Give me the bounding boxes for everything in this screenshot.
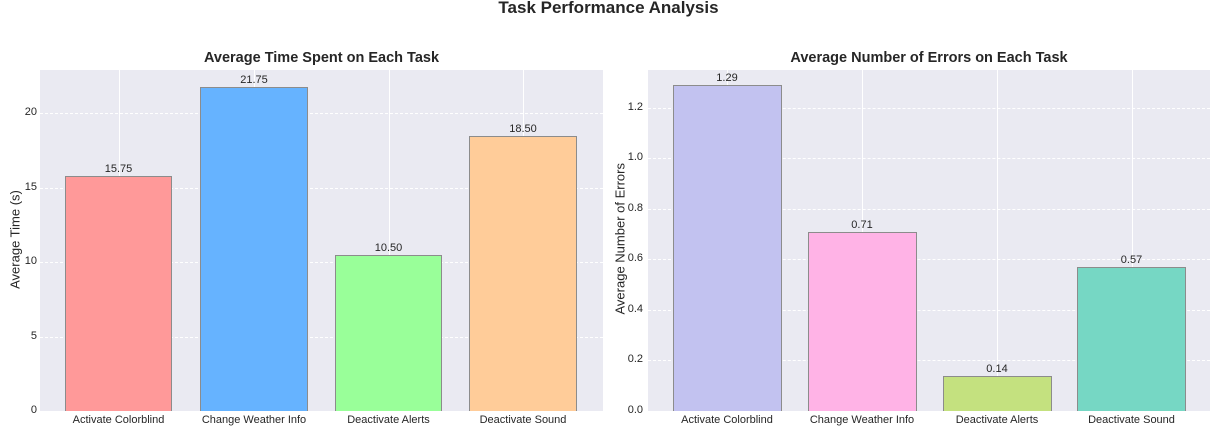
bar-activate-colorblind [672,85,782,411]
bar-value-label: 21.75 [240,74,268,87]
bar-activate-colorblind [64,176,173,411]
y-axis-label-errors: Average Number of Errors [612,163,628,315]
gridline-horizontal [40,187,603,189]
gridline-horizontal [648,259,1210,261]
y-tick-label: 1.2 [627,100,643,113]
chart-title-errors: Average Number of Errors on Each Task [790,50,1068,66]
y-tick-label: 0.8 [627,201,643,214]
y-tick-label: 15 [24,180,37,193]
y-tick-label: 0.4 [627,302,643,315]
bar-deactivate-alerts [942,375,1052,411]
figure-title: Task Performance Analysis [498,0,719,17]
bar-value-label: 0.57 [1120,254,1143,267]
x-tick-label: Deactivate Sound [1088,414,1175,426]
gridline-vertical [997,70,998,411]
y-tick-label: 1.0 [627,151,643,164]
x-tick-label: Change Weather Info [201,414,307,426]
x-tick-label: Deactivate Alerts [955,414,1039,426]
bar-value-label: 10.50 [374,241,403,254]
bar-value-label: 18.50 [509,122,537,135]
bar-deactivate-alerts [334,254,443,411]
x-tick-label: Deactivate Sound [479,414,567,426]
gridline-horizontal [648,309,1210,311]
gridline-horizontal [40,336,603,338]
gridline-horizontal [648,158,1210,160]
bar-deactivate-sound [469,135,577,411]
gridline-vertical [1131,70,1133,411]
gridline-vertical [388,70,390,411]
y-tick-label: 0.6 [627,252,643,265]
bar-value-label: 1.29 [716,72,738,85]
y-tick-label: 0 [30,404,37,416]
gridline-horizontal [648,107,1210,109]
bar-value-label: 15.75 [104,163,133,176]
x-tick-label: Deactivate Alerts [347,414,430,426]
gridline-horizontal [648,208,1210,210]
y-tick-label: 0.2 [627,353,643,366]
bar-change-weather-info [200,87,308,411]
x-tick-label: Change Weather Info [809,414,915,426]
gridline-horizontal [648,360,1210,362]
plot-area-time: 15.75 Activate Colorblind 21.75 Change Weat… [40,70,603,426]
x-tick-label: Activate Colorblind [72,414,165,426]
y-tick-label: 20 [24,106,37,119]
y-tick-label: 10 [24,255,37,268]
bar-deactivate-sound [1077,267,1186,411]
bar-value-label: 0.71 [851,218,873,231]
gridline-horizontal [40,113,603,115]
plot-area-errors: 1.29 Activate Colorblind 0.71 Change Weathe… [648,70,1210,426]
y-tick-label: 5 [30,329,37,342]
y-tick-label: 0.0 [627,404,643,416]
bar-change-weather-info [807,231,917,411]
x-tick-label: Activate Colorblind [681,414,773,426]
gridline-horizontal [40,262,603,264]
y-axis-label-time: Average Time (s) [7,190,23,289]
bar-value-label: 0.14 [986,362,1008,375]
chart-title-time: Average Time Spent on Each Task [203,50,440,66]
